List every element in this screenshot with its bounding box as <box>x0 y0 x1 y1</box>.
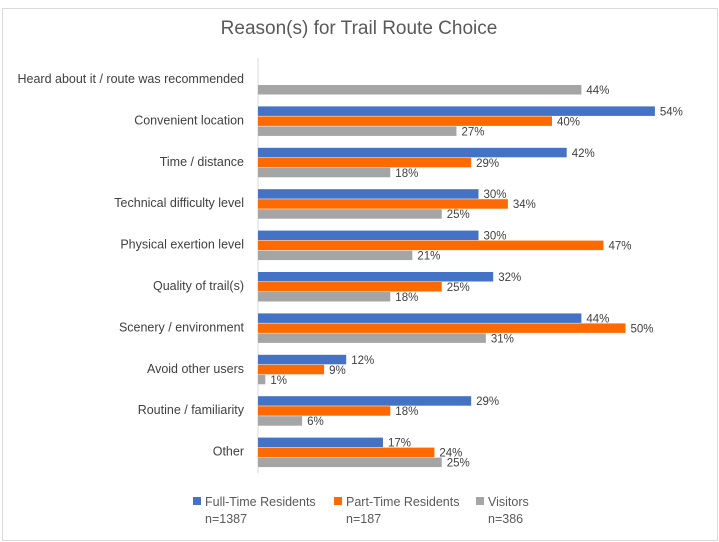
data-label: 31% <box>491 333 514 345</box>
data-label: 34% <box>513 199 536 211</box>
bar-full-time-residents <box>258 106 655 116</box>
data-label: 50% <box>631 323 654 335</box>
legend-swatch <box>193 497 201 505</box>
data-label: 27% <box>461 126 484 138</box>
data-label: 29% <box>476 396 499 408</box>
data-label: 44% <box>586 313 609 325</box>
legend-n: n=1387 <box>205 512 247 526</box>
bar-visitors <box>258 250 413 261</box>
data-label: 25% <box>447 282 470 294</box>
category-label: Technical difficulty level <box>114 196 244 210</box>
legend-n: n=187 <box>346 512 381 526</box>
data-label: 40% <box>557 116 580 128</box>
bar-visitors <box>258 292 391 302</box>
legend-swatch <box>476 497 484 505</box>
data-label: 9% <box>329 365 346 377</box>
data-label: 12% <box>351 355 374 367</box>
chart-title: Reason(s) for Trail Route Choice <box>221 18 498 39</box>
legend-label: Full-Time Residents <box>205 495 316 509</box>
data-label: 18% <box>395 168 418 180</box>
bar-full-time-residents <box>258 437 383 448</box>
bar-visitors <box>258 333 486 343</box>
bar-visitors <box>258 85 582 95</box>
category-label: Time / distance <box>160 155 244 169</box>
data-label: 1% <box>270 375 287 387</box>
data-label: 25% <box>447 209 470 221</box>
bar-full-time-residents <box>258 230 479 241</box>
bar-visitors <box>258 167 391 178</box>
category-label: Physical exertion level <box>120 238 244 252</box>
category-label: Quality of trail(s) <box>153 279 244 293</box>
data-label: 30% <box>484 189 507 201</box>
data-label: 25% <box>447 458 470 470</box>
data-label: 18% <box>395 406 418 418</box>
bar-visitors <box>258 457 442 468</box>
bar-visitors <box>258 374 266 385</box>
legend-label: Part-Time Residents <box>346 495 459 509</box>
bar-part-time-residents <box>258 364 325 375</box>
bar-full-time-residents <box>258 396 472 406</box>
bar-part-time-residents <box>258 157 472 168</box>
bar-full-time-residents <box>258 354 347 365</box>
bar-full-time-residents <box>258 272 494 282</box>
data-label: 42% <box>572 148 595 160</box>
data-label: 32% <box>498 272 521 284</box>
bar-part-time-residents <box>258 406 391 416</box>
bar-visitors <box>258 209 442 219</box>
category-label: Routine / familiarity <box>138 403 245 417</box>
legend-label: Visitors <box>488 495 529 509</box>
legend-n: n=386 <box>488 512 523 526</box>
data-label: 17% <box>388 438 411 450</box>
bar-full-time-residents <box>258 147 567 158</box>
category-label: Other <box>213 445 244 459</box>
category-label: Avoid other users <box>147 362 244 376</box>
data-label: 30% <box>484 231 507 243</box>
data-label: 47% <box>608 241 631 253</box>
bar-part-time-residents <box>258 116 552 126</box>
data-label: 18% <box>395 292 418 304</box>
data-label: 54% <box>660 106 683 118</box>
data-label: 6% <box>307 416 324 428</box>
category-label: Convenient location <box>134 113 244 127</box>
data-label: 29% <box>476 158 499 170</box>
data-label: 44% <box>586 85 609 97</box>
bar-full-time-residents <box>258 189 479 199</box>
data-label: 24% <box>439 448 462 460</box>
bar-visitors <box>258 126 457 136</box>
category-label: Scenery / environment <box>119 320 245 334</box>
bar-part-time-residents <box>258 199 508 209</box>
bar-part-time-residents <box>258 447 435 458</box>
bar-full-time-residents <box>258 313 582 323</box>
bar-part-time-residents <box>258 323 626 333</box>
data-label: 21% <box>417 251 440 263</box>
legend-swatch <box>334 497 342 505</box>
bar-part-time-residents <box>258 282 442 292</box>
category-label: Heard about it / route was recommended <box>17 72 244 86</box>
bar-visitors <box>258 416 303 426</box>
bar-part-time-residents <box>258 240 604 251</box>
